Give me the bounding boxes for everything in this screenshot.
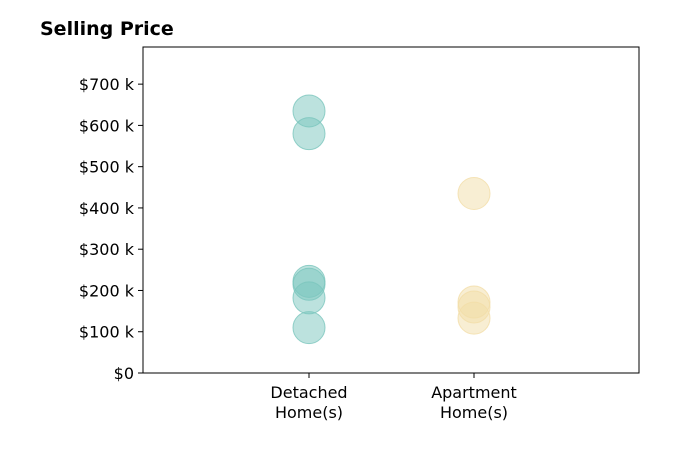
x-tick-label-apartment-line2: Home(s) (440, 403, 508, 422)
y-tick-label: $600 k (79, 116, 135, 135)
chart-title: Selling Price (40, 18, 174, 40)
y-tick-label: $500 k (79, 158, 135, 177)
data-point (457, 176, 491, 210)
y-axis: $0 $100 k $200 k $300 k $400 k $500 k $600 k $7… (79, 75, 143, 383)
x-tick-label-detached-line2: Home(s) (275, 403, 343, 422)
x-tick-label-detached-line1: Detached (270, 383, 347, 402)
y-tick-label: $400 k (79, 199, 135, 218)
x-axis: Detached Home(s) Apartment Home(s) (270, 373, 517, 422)
data-point (292, 117, 326, 151)
x-tick-label-apartment-line1: Apartment (431, 383, 517, 402)
y-tick-label: $300 k (79, 240, 135, 259)
y-tick-label: $200 k (79, 281, 135, 300)
data-points (292, 94, 491, 345)
plot-frame (142, 46, 640, 374)
y-tick-label: $700 k (79, 75, 135, 94)
y-tick-label: $0 (114, 364, 134, 383)
data-point (457, 301, 491, 335)
data-point (292, 281, 326, 315)
data-point (292, 311, 326, 345)
y-tick-label: $100 k (79, 323, 135, 342)
